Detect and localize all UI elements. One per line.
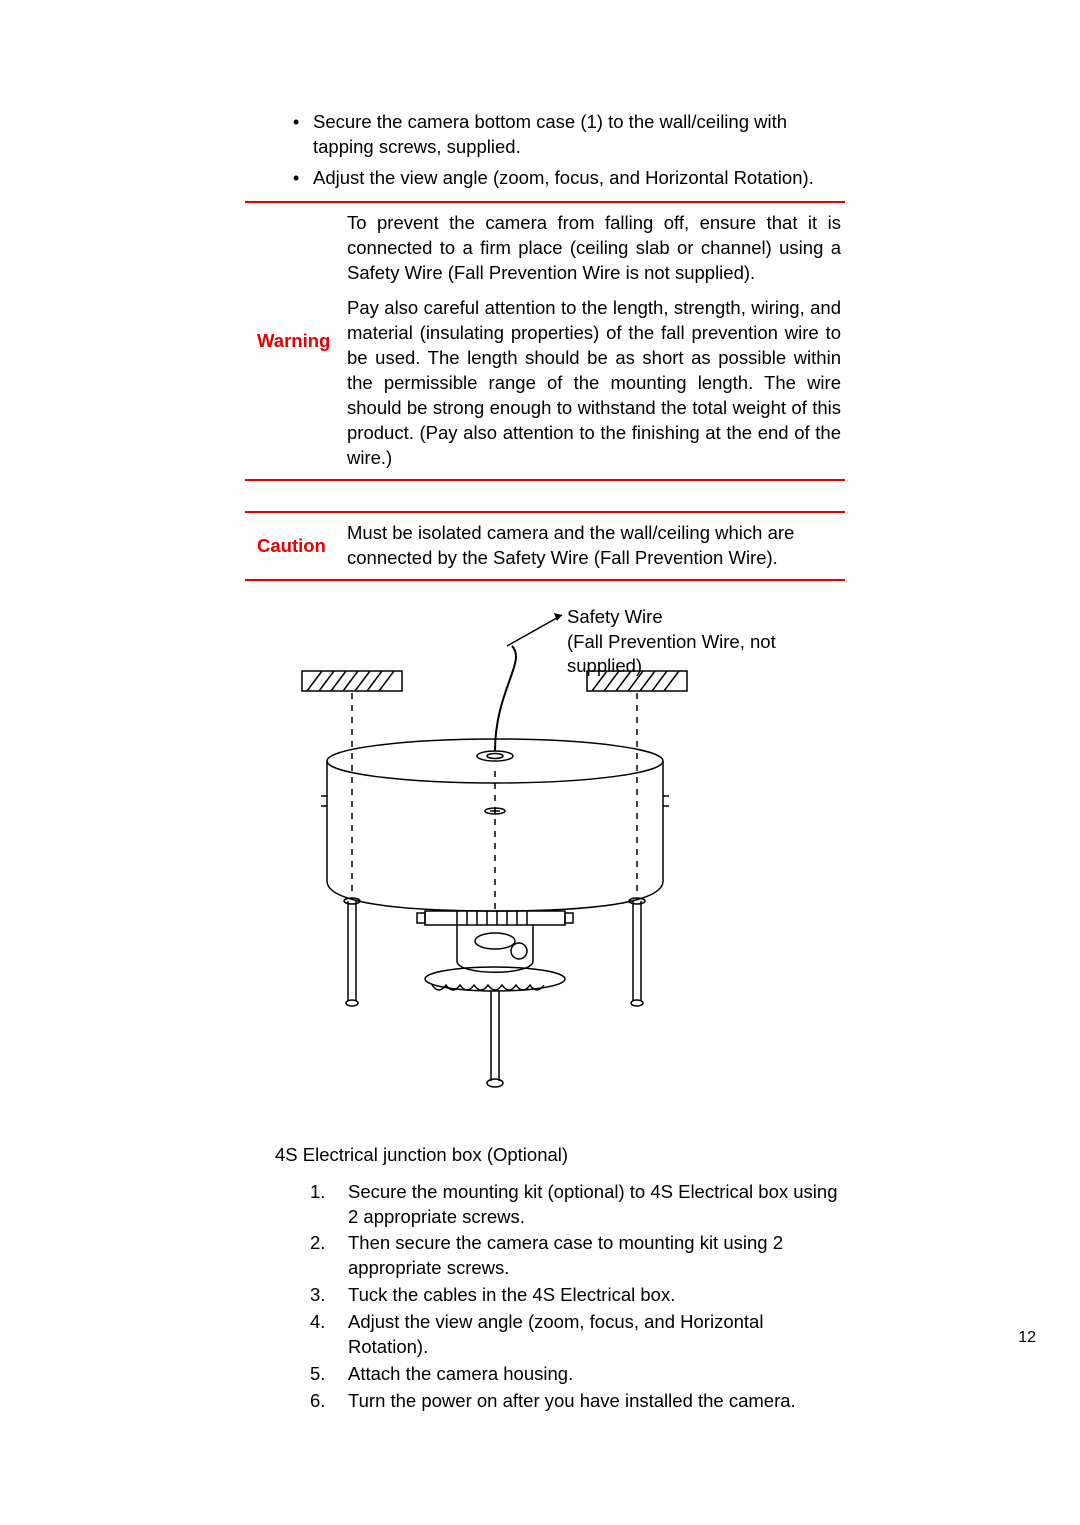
bullet-item: Adjust the view angle (zoom, focus, and … — [293, 166, 845, 191]
warning-label: Warning — [245, 330, 337, 352]
screw-right-icon — [629, 898, 645, 1006]
step-item: Attach the camera housing. — [310, 1362, 845, 1387]
steps-list: Secure the mounting kit (optional) to 4S… — [310, 1180, 845, 1415]
section-title: 4S Electrical junction box (Optional) — [275, 1144, 845, 1166]
diagram-label-line2: (Fall Prevention Wire, not supplied) — [567, 631, 776, 677]
warning-paragraph-2: Pay also careful attention to the length… — [347, 296, 841, 471]
installation-diagram: Safety Wire (Fall Prevention Wire, not s… — [267, 601, 827, 1126]
step-item: Then secure the camera case to mounting … — [310, 1231, 845, 1281]
diagram-label-line1: Safety Wire — [567, 606, 663, 627]
caution-label: Caution — [245, 535, 337, 557]
intro-bullet-list: Secure the camera bottom case (1) to the… — [293, 110, 845, 191]
step-item: Secure the mounting kit (optional) to 4S… — [310, 1180, 845, 1230]
caution-text: Must be isolated camera and the wall/cei… — [347, 521, 841, 571]
bullet-item: Secure the camera bottom case (1) to the… — [293, 110, 845, 160]
step-item: Tuck the cables in the 4S Electrical box… — [310, 1283, 845, 1308]
step-item: Turn the power on after you have install… — [310, 1389, 845, 1414]
screw-left-icon — [344, 898, 360, 1006]
warning-callout: Warning To prevent the camera from falli… — [245, 201, 845, 481]
camera-base-assembly-icon — [417, 911, 573, 1087]
caution-callout: Caution Must be isolated camera and the … — [245, 511, 845, 581]
page-number: 12 — [1018, 1329, 1036, 1347]
step-item: Adjust the view angle (zoom, focus, and … — [310, 1310, 845, 1360]
warning-paragraph-1: To prevent the camera from falling off, … — [347, 211, 841, 286]
ceiling-left-icon — [302, 671, 402, 691]
